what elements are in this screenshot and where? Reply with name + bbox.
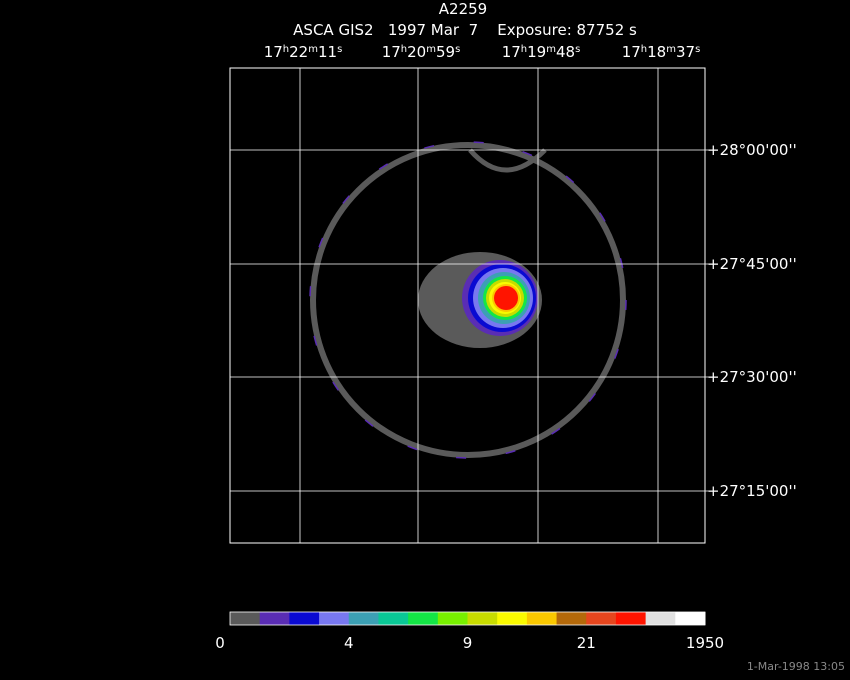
colorbar-label: 21	[577, 634, 596, 652]
colorbar-swatch	[526, 612, 558, 625]
colorbar-swatch	[645, 612, 676, 625]
xray-image	[309, 141, 627, 459]
dec-label: +27°15'00''	[707, 482, 797, 500]
colorbar-swatch	[497, 612, 528, 625]
colorbar-swatch	[378, 612, 409, 625]
detector-ring-edge	[309, 141, 627, 459]
colorbar-label: 9	[463, 634, 473, 652]
ra-label: 17h22m11s	[264, 43, 343, 61]
ra-label: 17h19m48s	[502, 43, 581, 61]
colorbar-swatch	[408, 612, 439, 625]
ring-notch	[468, 148, 547, 173]
colorbar-swatch	[319, 612, 350, 625]
colorbar-swatch	[289, 612, 320, 625]
plot-frame	[229, 67, 706, 544]
timestamp: 1-Mar-1998 13:05	[747, 660, 845, 673]
colorbar-swatch	[556, 612, 587, 625]
colorbar-swatch	[348, 612, 379, 625]
colorbar-frame	[229, 611, 706, 626]
colorbar-swatch	[675, 612, 706, 625]
colorbar-swatch	[437, 612, 468, 625]
ra-label: 17h18m37s	[622, 43, 701, 61]
ra-label: 17h20m59s	[382, 43, 461, 61]
detector-ring	[310, 142, 626, 458]
colorbar-label: 4	[344, 634, 354, 652]
cluster-core	[494, 286, 518, 310]
dec-label: +27°30'00''	[707, 368, 797, 386]
colorbar-swatch	[615, 612, 647, 625]
dec-label: +28°00'00''	[707, 141, 797, 159]
colorbar-label: 1950	[686, 634, 724, 652]
colorbar-swatch	[259, 612, 290, 625]
subtitle: ASCA GIS2 1997 Mar 7 Exposure: 87752 s	[293, 21, 637, 39]
dec-label: +27°45'00''	[707, 255, 797, 273]
title: A2259	[439, 0, 487, 18]
colorbar-swatch	[230, 612, 261, 625]
colorbar-swatch	[467, 612, 498, 625]
colorbar-label: 0	[215, 634, 225, 652]
colorbar-swatch	[586, 612, 617, 625]
